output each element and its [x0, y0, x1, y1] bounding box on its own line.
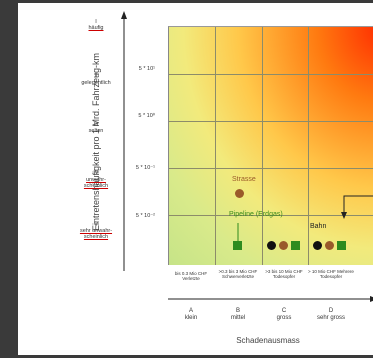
- grid-hline-3: [169, 168, 373, 169]
- col-B-word: mittel: [230, 315, 246, 321]
- tick-4: 5 * 10⁻²: [135, 213, 155, 219]
- tick-2: 5 * 10⁰: [138, 113, 155, 119]
- tick-3: 5 * 10⁻¹: [135, 165, 155, 171]
- col-B-range: >0.3 bis 3 Mio CHF Schwerverletzte: [218, 269, 258, 279]
- row-3-word: selten: [88, 128, 104, 134]
- rail-marker-C-V: [267, 241, 276, 250]
- col-D-letter: D: [328, 308, 334, 314]
- grid-vline-2: [262, 27, 263, 265]
- x-axis-arrow: [168, 296, 373, 302]
- rail-label: Bahn: [310, 223, 327, 230]
- row-4-roman: IV: [93, 170, 99, 176]
- col-A-word: klein: [184, 315, 198, 321]
- row-2-roman: II: [94, 73, 98, 79]
- row-5-word: sehr unwahr-scheinlich: [79, 228, 113, 240]
- pipeline-connector: [237, 223, 239, 241]
- tick-1: 5 * 10¹: [138, 66, 155, 72]
- row-1-roman: I: [95, 19, 97, 25]
- col-A-letter: A: [188, 308, 193, 314]
- pipeline-marker-C-V: [291, 241, 300, 250]
- street-marker-C-V: [279, 241, 288, 250]
- col-C-word: gross: [276, 315, 292, 321]
- street-marker-D-V: [325, 241, 334, 250]
- pipeline-label: Pipeline (Erdgas): [229, 211, 283, 218]
- grid-vline-1: [215, 27, 216, 265]
- grid-hline-1: [169, 74, 373, 75]
- grid-hline-2: [169, 121, 373, 122]
- row-1-word: häufig: [88, 25, 104, 31]
- col-D-word: sehr gross: [316, 315, 345, 321]
- col-B-letter: B: [235, 308, 240, 314]
- col-C-letter: C: [281, 308, 287, 314]
- street-marker-B-IV: [235, 189, 244, 198]
- row-2-word: gelegentlich: [81, 80, 111, 86]
- row-5-roman: V: [94, 222, 98, 228]
- diagram-card: Eintretenshäufigkeit pro 1 Mrd. Fahrzeug…: [18, 3, 373, 355]
- street-label: Strasse: [232, 176, 256, 183]
- col-D-range: > 10 Mio CHF Mehrere Todesopfer: [308, 269, 354, 279]
- y-axis-arrow: [121, 11, 127, 271]
- row-4-word: unwahr-scheinlich: [83, 177, 109, 189]
- grid-vline-3: [308, 27, 309, 265]
- grid-hline-4: [169, 215, 373, 216]
- col-C-range: >3 bis 10 Mio CHF Todesopfer: [265, 269, 303, 279]
- risk-matrix: Strasse Pipeline (Erdgas) Bahn: [168, 26, 373, 265]
- rail-marker-D-V: [313, 241, 322, 250]
- callout-arrow: [341, 195, 373, 219]
- x-axis-label: Schadenausmass: [236, 336, 300, 345]
- pipeline-marker-B-V: [233, 241, 242, 250]
- row-3-roman: III: [93, 122, 99, 128]
- col-A-range: bis 0.3 Mio CHF Verletzte: [174, 271, 208, 281]
- pipeline-marker-D-V: [337, 241, 346, 250]
